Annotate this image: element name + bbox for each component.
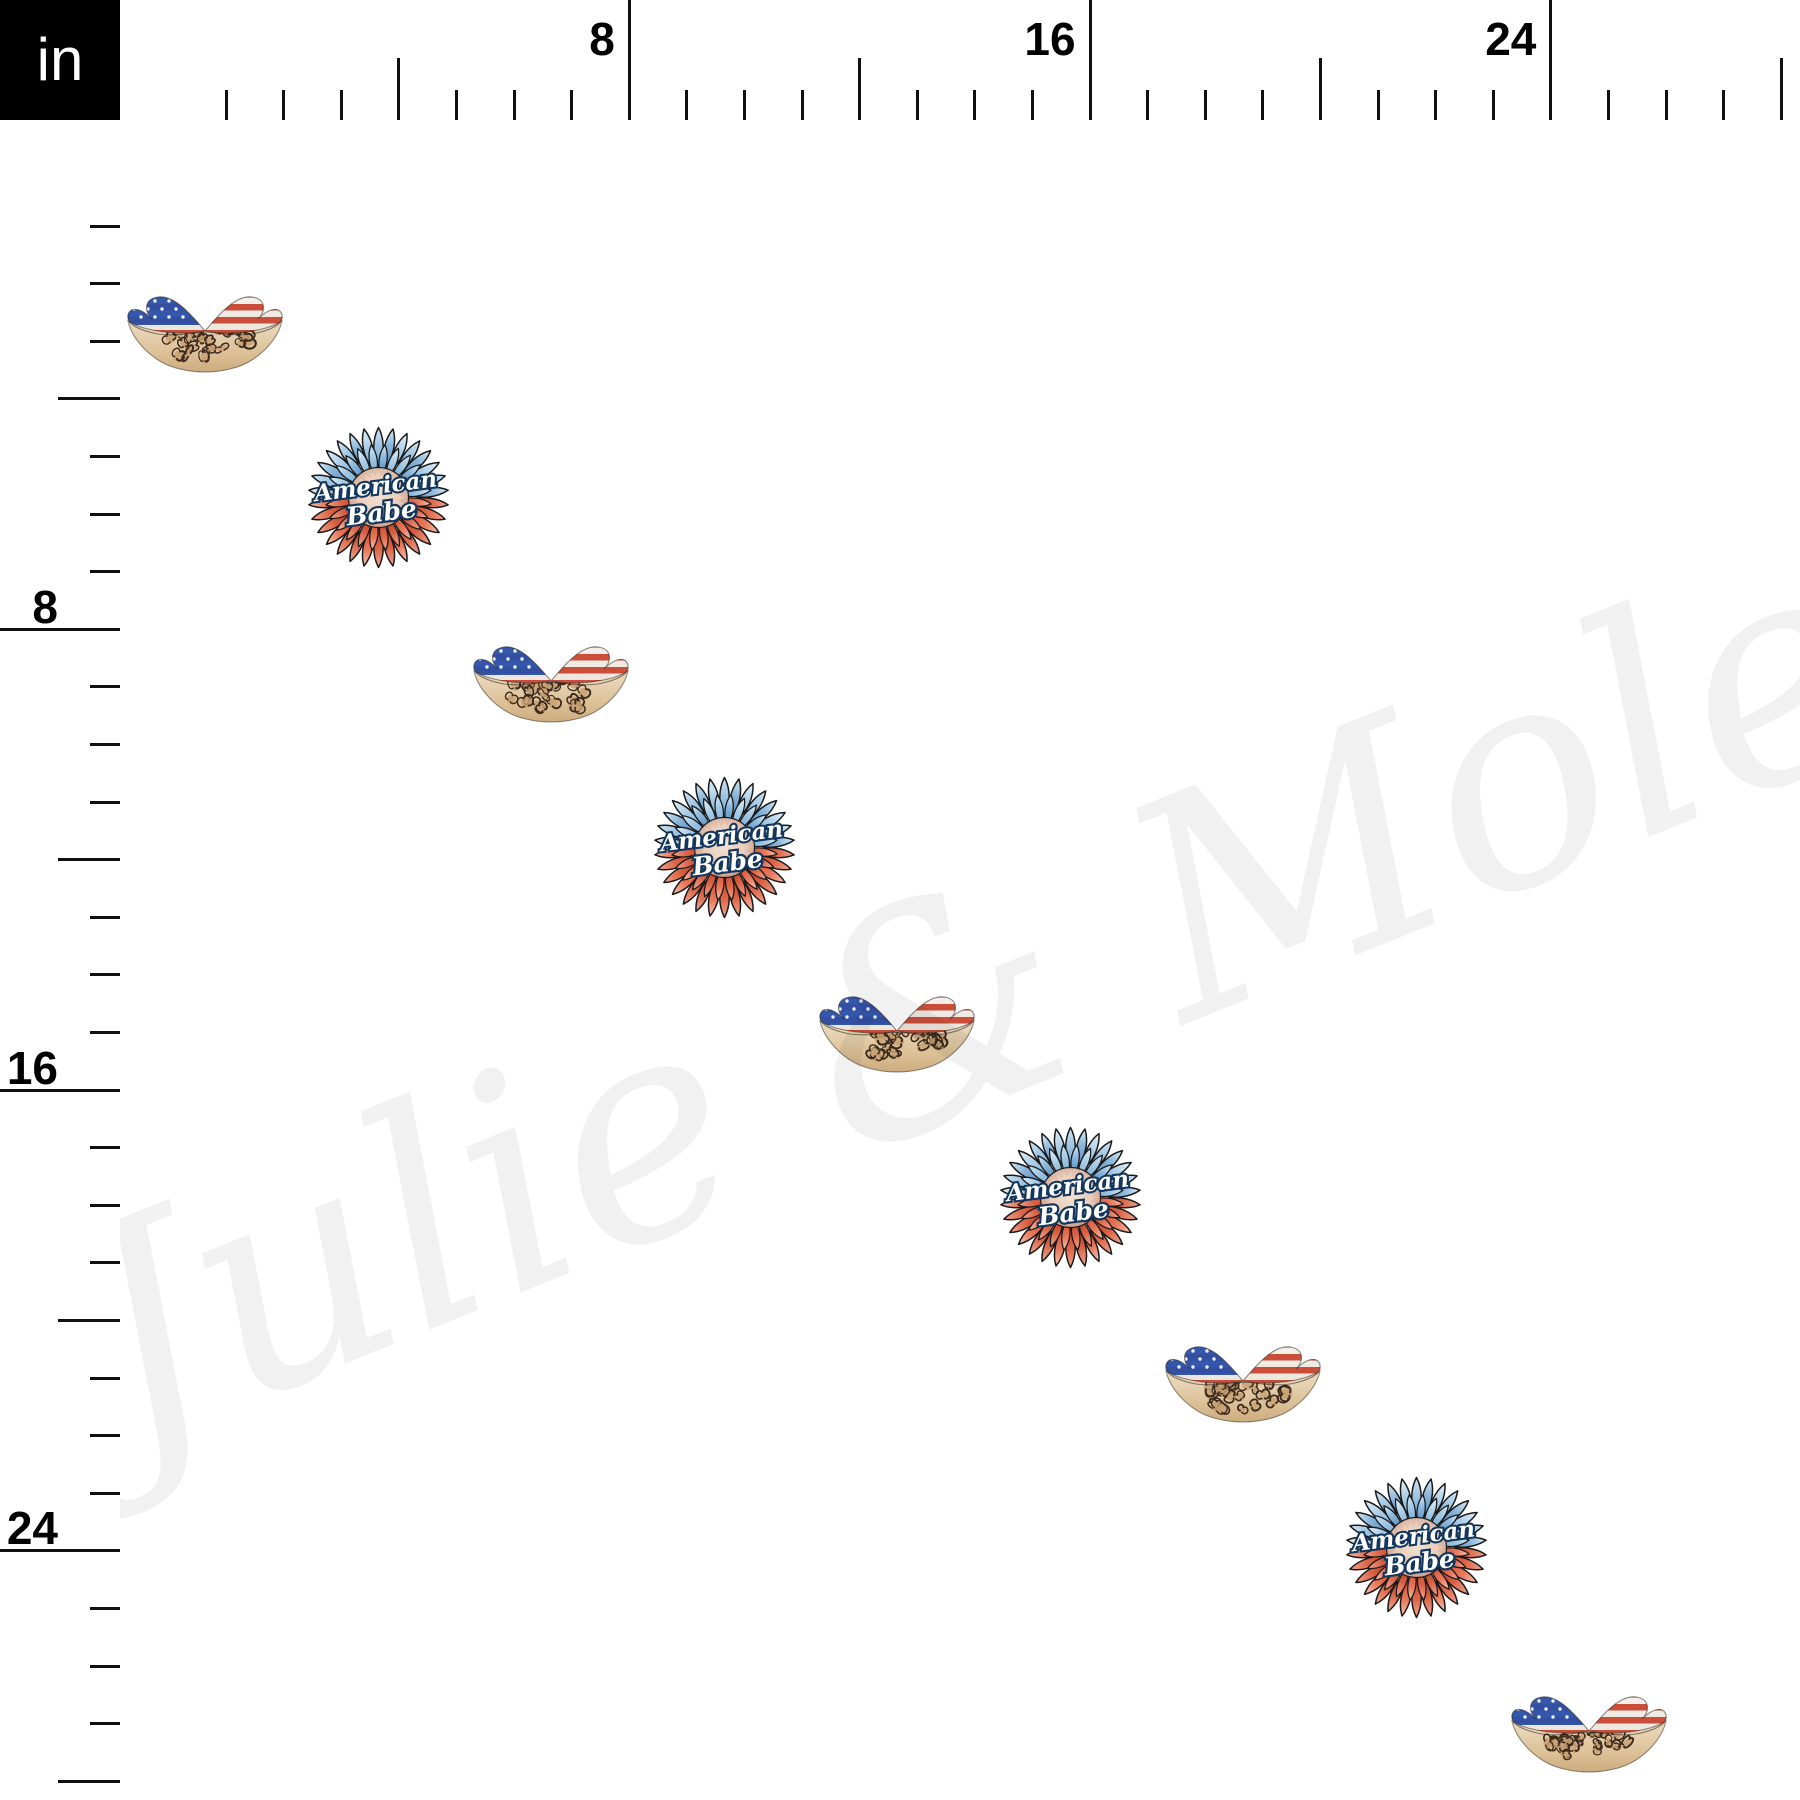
- ruler-label-y-16: 16: [6, 1041, 58, 1094]
- ruler-tick-minor-x: [1607, 90, 1610, 120]
- ruler-label-x-16: 16: [1024, 13, 1076, 65]
- ruler-tick-minor-x: [1261, 90, 1265, 120]
- ruler-tick-minor-y: [90, 1376, 120, 1380]
- ruler-tick-minor-y: [90, 743, 120, 746]
- ruler-tick-minor-y: [90, 1261, 120, 1265]
- ruler-tick-major-x: [1088, 0, 1092, 120]
- ruler-tick-minor-y: [90, 1203, 120, 1207]
- ruler-tick-minor-x: [915, 90, 919, 120]
- ruler-tick-minor-x: [685, 90, 689, 120]
- ruler-tick-medium-y: [58, 858, 120, 862]
- motif-flag-leopard-lips: [1156, 1285, 1331, 1460]
- ruler-tick-major-x: [1549, 0, 1553, 120]
- ruler-label-x-8: 8: [589, 13, 615, 65]
- ruler-tick-minor-y: [90, 339, 120, 343]
- ruler-tick-minor-y: [90, 973, 120, 977]
- ruler-tick-minor-x: [1031, 90, 1034, 120]
- ruler-tick-minor-x: [512, 90, 516, 120]
- ruler-tick-medium-y: [58, 397, 120, 401]
- ruler-tick-minor-y: [90, 915, 120, 919]
- ruler-tick-minor-y: [90, 455, 120, 458]
- motif-flag-leopard-lips: [1502, 1635, 1677, 1800]
- motif-american-babe-sunflower: American Babe: [637, 760, 812, 935]
- ruler-tick-major-y: [0, 627, 120, 631]
- svg-text:Babe: Babe: [1382, 1544, 1457, 1582]
- ruler-tick-medium-x: [397, 58, 401, 120]
- ruler-label-x-24: 24: [1485, 13, 1537, 65]
- ruler-tick-minor-x: [570, 90, 574, 120]
- ruler-tick-major-y: [0, 1088, 120, 1092]
- ruler-tick-minor-y: [90, 1491, 120, 1495]
- pattern-repeat-layer: American Babe: [120, 120, 1800, 1800]
- ruler-tick-minor-y: [90, 282, 120, 286]
- ruler-tick-minor-x: [1146, 90, 1150, 120]
- ruler-tick-minor-x: [1376, 90, 1380, 120]
- motif-american-babe-sunflower: American Babe: [291, 410, 466, 585]
- ruler-tick-major-x: [627, 0, 631, 120]
- ruler-unit-badge: in: [0, 0, 120, 120]
- motif-flag-leopard-lips: [464, 585, 639, 760]
- ruler-tick-minor-y: [90, 224, 120, 228]
- motif-american-babe-sunflower: American Babe: [983, 1110, 1158, 1285]
- ruler-unit-label: in: [36, 26, 84, 93]
- ruler-tick-minor-x: [743, 90, 746, 120]
- ruler-tick-minor-x: [800, 90, 804, 120]
- motif-flag-leopard-lips: [120, 235, 293, 410]
- ruler-tick-minor-x: [1722, 90, 1726, 120]
- fabric-swatch[interactable]: American Babe: [120, 120, 1800, 1800]
- ruler-tick-medium-x: [1319, 58, 1322, 120]
- ruler-tick-minor-x: [1664, 90, 1668, 120]
- ruler-tick-minor-y: [90, 685, 120, 689]
- motif-flag-leopard-lips: [810, 935, 985, 1110]
- ruler-tick-minor-y: [90, 1664, 120, 1668]
- ruler-tick-minor-y: [90, 512, 120, 516]
- ruler-tick-medium-y: [58, 1319, 120, 1322]
- ruler-tick-minor-x: [1434, 90, 1438, 120]
- ruler-label-y-8: 8: [32, 580, 58, 633]
- ruler-tick-medium-x: [858, 58, 862, 120]
- ruler-tick-minor-y: [90, 800, 120, 804]
- ruler-tick-minor-x: [455, 90, 458, 120]
- ruler-tick-medium-y: [58, 1779, 120, 1783]
- ruler-tick-minor-y: [90, 1607, 120, 1610]
- ruler-tick-minor-y: [90, 1031, 120, 1034]
- ruler-tick-minor-y: [90, 570, 120, 574]
- ruler-tick-minor-x: [973, 90, 977, 120]
- ruler-tick-minor-x: [1491, 90, 1495, 120]
- ruler-tick-major-y: [0, 1549, 120, 1553]
- ruler-tick-minor-y: [90, 1434, 120, 1438]
- ruler-tick-minor-y: [90, 1722, 120, 1726]
- motif-american-babe-sunflower: American Babe: [1329, 1460, 1504, 1635]
- ruler-tick-minor-x: [224, 90, 228, 120]
- ruler-tick-minor-x: [282, 90, 286, 120]
- ruler-tick-minor-x: [339, 90, 343, 120]
- ruler-tick-medium-x: [1779, 58, 1783, 120]
- ruler-tick-minor-y: [90, 1146, 120, 1150]
- ruler-top: 8 16 24: [120, 0, 1800, 120]
- ruler-left: 8 16 24: [0, 120, 120, 1800]
- ruler-tick-minor-x: [1203, 90, 1207, 120]
- ruler-label-y-24: 24: [6, 1502, 58, 1555]
